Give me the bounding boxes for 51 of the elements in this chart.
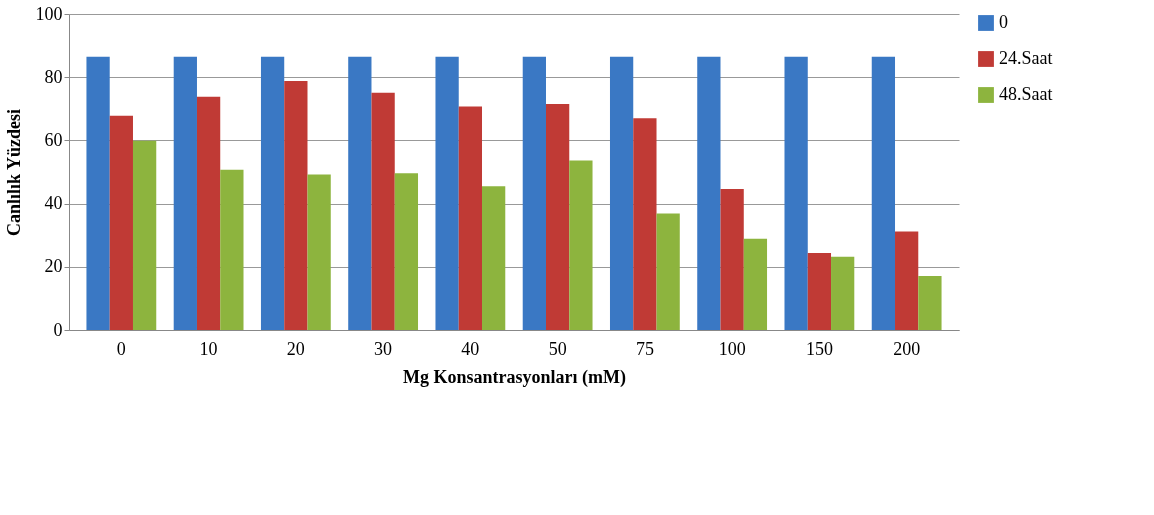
x-tick-label: 200 xyxy=(893,338,921,359)
bar xyxy=(109,115,133,330)
bar xyxy=(173,56,197,330)
x-tick-label: 50 xyxy=(548,338,567,359)
x-tick-label: 150 xyxy=(805,338,833,359)
bar xyxy=(196,96,221,330)
bar xyxy=(895,231,919,330)
bar xyxy=(569,160,593,330)
y-tick-label: 60 xyxy=(44,129,63,150)
y-tick-label: 0 xyxy=(53,319,63,340)
legend-label: 24.Saat xyxy=(999,48,1053,68)
x-tick-label: 100 xyxy=(718,338,746,359)
bar xyxy=(831,256,855,330)
legend-label: 0 xyxy=(999,12,1008,32)
legend-label: 48.Saat xyxy=(999,84,1053,104)
bar xyxy=(522,56,546,330)
x-tick-label: 0 xyxy=(116,338,126,359)
bar xyxy=(743,238,768,330)
bar xyxy=(807,252,832,330)
x-tick-label: 20 xyxy=(286,338,305,359)
bar xyxy=(132,140,157,330)
bar xyxy=(609,56,634,330)
bar xyxy=(720,189,744,330)
y-axis-title: Canlılık Yüzdesi xyxy=(3,109,24,236)
bar xyxy=(307,174,331,330)
y-tick-label: 100 xyxy=(35,3,63,24)
x-tick-label: 40 xyxy=(461,338,480,359)
y-tick-label: 20 xyxy=(44,256,63,277)
bar xyxy=(220,169,244,330)
bar xyxy=(86,56,110,330)
bar xyxy=(697,56,721,330)
y-tick-label: 40 xyxy=(44,193,63,214)
bar xyxy=(871,56,896,330)
x-tick-label: 10 xyxy=(199,338,218,359)
bar xyxy=(458,106,483,330)
x-tick-label: 75 xyxy=(635,338,654,359)
bar xyxy=(656,213,680,330)
x-tick-label: 30 xyxy=(374,338,393,359)
bar xyxy=(633,118,657,330)
y-tick-label: 80 xyxy=(44,66,63,87)
bar xyxy=(435,56,459,330)
bar xyxy=(260,56,285,330)
bar xyxy=(482,186,506,330)
bar xyxy=(784,56,808,330)
bar xyxy=(394,173,419,330)
bar xyxy=(545,104,570,330)
x-axis-title: Mg Konsantrasyonları (mM) xyxy=(403,366,626,388)
bar xyxy=(284,80,308,330)
bar xyxy=(371,92,395,330)
bar xyxy=(348,56,372,330)
bar xyxy=(918,275,942,330)
